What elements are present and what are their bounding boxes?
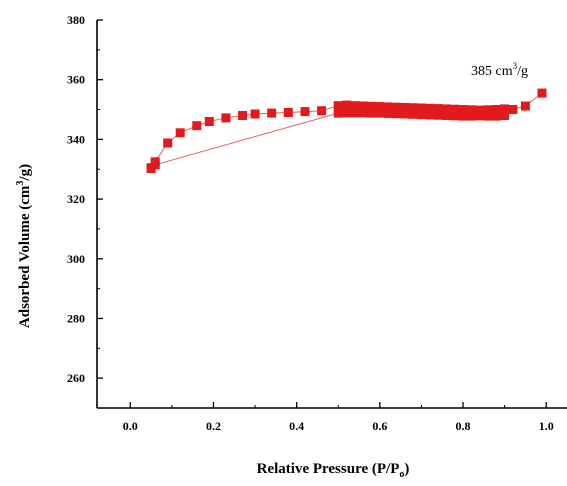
x-axis-label-subscript: o — [399, 469, 404, 480]
data-point — [441, 111, 451, 120]
desorption-branch-line — [150, 112, 505, 169]
data-point — [400, 102, 410, 112]
data-point — [342, 108, 352, 118]
x-tick-label: 1.0 — [539, 419, 554, 433]
data-point — [350, 101, 360, 111]
data-point — [383, 102, 393, 112]
y-tick-label: 260 — [67, 371, 85, 385]
data-point — [466, 111, 476, 121]
x-tick-label: 0.6 — [372, 419, 387, 433]
y-tick-label: 280 — [67, 311, 85, 325]
data-point — [425, 103, 435, 113]
data-point — [283, 108, 293, 117]
data-point — [333, 101, 343, 111]
y-tick-label: 360 — [67, 73, 85, 87]
y-axis-label-close: /g) — [17, 164, 33, 182]
axes — [96, 20, 567, 409]
data-point — [221, 113, 231, 123]
data-point — [450, 111, 460, 121]
data-point — [441, 104, 451, 114]
data-point — [458, 111, 468, 121]
x-tick-label: 0.0 — [123, 419, 138, 433]
data-point — [367, 101, 376, 111]
data-point — [520, 101, 530, 111]
y-axis-label: Adsorbed Volume (cm3/g) — [15, 164, 33, 328]
data-point — [416, 110, 426, 120]
data-point — [425, 110, 435, 120]
data-point — [491, 111, 501, 121]
data-point — [458, 105, 468, 114]
data-point — [358, 108, 368, 118]
data-point — [250, 109, 260, 119]
data-point — [466, 105, 476, 115]
data-point — [367, 108, 376, 118]
data-point — [267, 108, 277, 118]
x-axis-label-main: Relative Pressure (P/P — [257, 461, 400, 477]
y-tick-label: 300 — [67, 252, 85, 266]
data-point — [317, 106, 327, 116]
data-point — [433, 104, 443, 114]
data-point — [358, 101, 368, 111]
y-tick-label: 340 — [67, 132, 85, 146]
data-point — [375, 102, 385, 112]
data-point — [150, 160, 160, 170]
data-point — [475, 111, 485, 121]
data-point — [483, 105, 493, 115]
data-point — [333, 108, 343, 118]
annotation-main: 385 cm — [471, 64, 513, 79]
data-point — [192, 121, 202, 131]
annotation-superscript: 3 — [513, 61, 518, 71]
data-point — [392, 109, 401, 119]
data-point — [491, 105, 501, 114]
data-point — [300, 107, 310, 117]
y-axis-label-superscript: 3 — [15, 181, 26, 186]
data-point — [350, 108, 360, 118]
data-point — [238, 111, 248, 120]
data-point — [163, 138, 173, 148]
data-point — [408, 103, 418, 113]
data-point — [500, 111, 510, 120]
y-tick-label: 320 — [67, 192, 85, 206]
data-point — [400, 109, 410, 119]
x-tick-label: 0.4 — [289, 419, 304, 433]
data-point — [433, 110, 443, 120]
y-axis-ticks: 260 280 300 320 340 360 380 — [67, 13, 103, 385]
annotation-close: /g — [517, 64, 528, 79]
data-point — [537, 88, 547, 98]
data-point — [475, 105, 485, 115]
series-points — [146, 88, 547, 174]
data-point — [383, 108, 393, 118]
data-point — [408, 109, 418, 119]
data-point — [375, 108, 385, 118]
y-axis-label-main: Adsorbed Volume (cm — [17, 185, 33, 328]
x-axis-label-close: ) — [404, 461, 409, 477]
data-point — [342, 100, 352, 110]
data-point — [204, 117, 214, 126]
x-axis-ticks: 0.0 0.2 0.4 0.6 0.8 1.0 — [96, 402, 554, 433]
y-tick-label: 380 — [67, 13, 85, 27]
data-point — [392, 102, 401, 112]
surface-area-annotation: 385 cm3/g — [471, 61, 528, 79]
x-axis-label: Relative Pressure (P/Po) — [257, 461, 410, 480]
data-point — [175, 128, 185, 138]
data-point — [483, 111, 493, 121]
data-point — [500, 104, 510, 114]
x-tick-label: 0.2 — [206, 419, 221, 433]
data-point — [450, 104, 460, 114]
data-point — [508, 105, 518, 114]
x-tick-label: 0.8 — [456, 419, 471, 433]
data-point — [416, 103, 426, 113]
